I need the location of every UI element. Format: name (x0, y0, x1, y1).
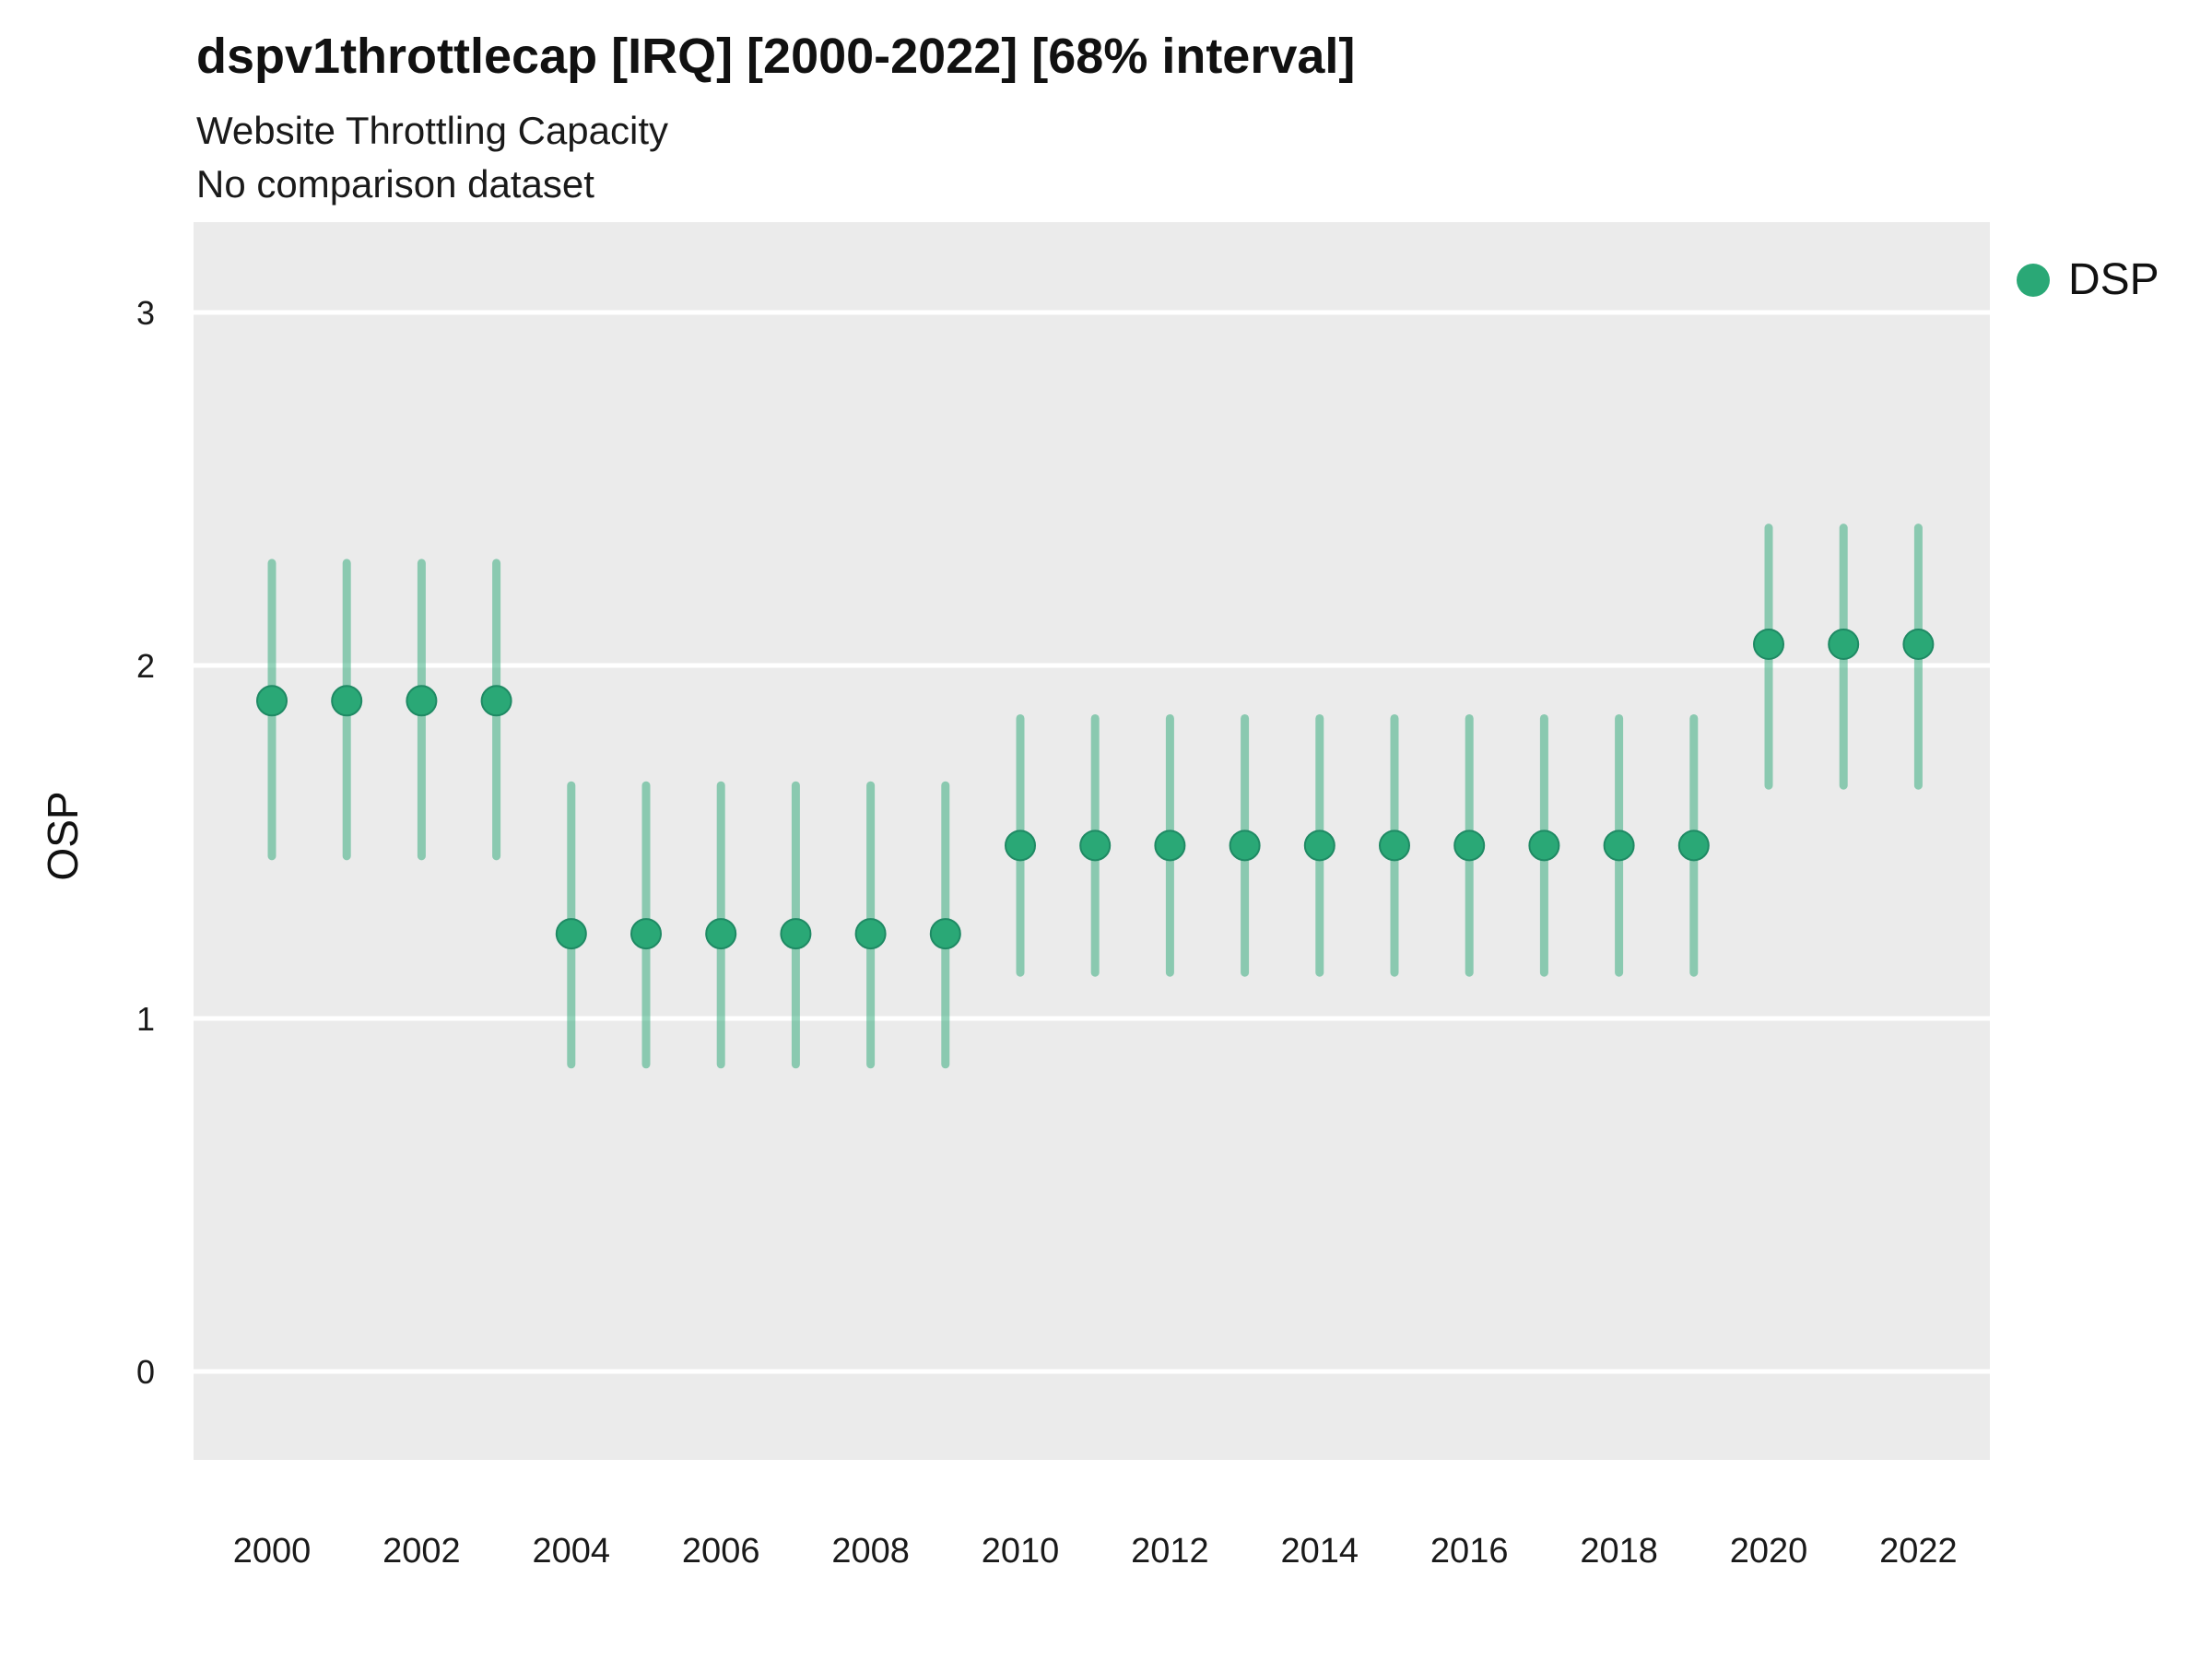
data-point (1453, 830, 1486, 862)
y-tick-label: 1 (136, 1000, 155, 1038)
y-tick-label: 2 (136, 647, 155, 685)
chart-note: No comparison dataset (196, 162, 594, 206)
x-tick-label: 2012 (1131, 1532, 1209, 1571)
data-point (1902, 629, 1935, 661)
data-point (555, 918, 587, 950)
legend-marker-icon (2017, 263, 2050, 297)
x-tick-label: 2014 (1281, 1532, 1359, 1571)
x-tick-label: 2008 (831, 1532, 910, 1571)
x-tick-label: 2010 (982, 1532, 1060, 1571)
data-point (1303, 830, 1335, 862)
data-point (406, 685, 438, 717)
data-point (1154, 830, 1186, 862)
data-point (1005, 830, 1036, 862)
data-point (1828, 629, 1860, 661)
data-point (1379, 830, 1410, 862)
data-point (630, 918, 662, 950)
x-tick-label: 2002 (382, 1532, 461, 1571)
data-point (854, 918, 887, 950)
data-point (480, 685, 512, 717)
chart-title: dspv1throttlecap [IRQ] [2000-2022] [68% … (196, 29, 1356, 84)
legend: DSP (2017, 254, 2159, 305)
x-tick-label: 2004 (533, 1532, 611, 1571)
y-tick-label: 3 (136, 294, 155, 332)
data-point (705, 918, 737, 950)
x-tick-label: 2016 (1430, 1532, 1509, 1571)
chart-subtitle: Website Throttling Capacity (196, 109, 669, 152)
data-point (929, 918, 961, 950)
data-point (1528, 830, 1560, 862)
data-point (780, 918, 812, 950)
data-point (1603, 830, 1635, 862)
x-tick-label: 2000 (233, 1532, 312, 1571)
data-point (1677, 830, 1710, 862)
legend-label: DSP (2068, 255, 2159, 304)
data-point (1079, 830, 1112, 862)
y-tick-label: 0 (136, 1353, 155, 1391)
data-point (256, 685, 288, 717)
x-tick-label: 2020 (1730, 1532, 1808, 1571)
data-point (331, 685, 363, 717)
x-tick-label: 2006 (682, 1532, 760, 1571)
data-point (1229, 830, 1261, 862)
x-tick-label: 2022 (1879, 1532, 1958, 1571)
x-tick-label: 2018 (1580, 1532, 1658, 1571)
data-point (1753, 629, 1784, 661)
